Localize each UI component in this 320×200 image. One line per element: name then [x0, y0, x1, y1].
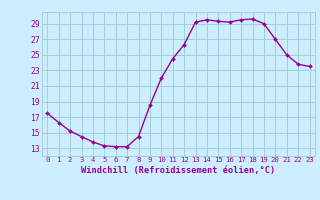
X-axis label: Windchill (Refroidissement éolien,°C): Windchill (Refroidissement éolien,°C)	[81, 166, 276, 175]
